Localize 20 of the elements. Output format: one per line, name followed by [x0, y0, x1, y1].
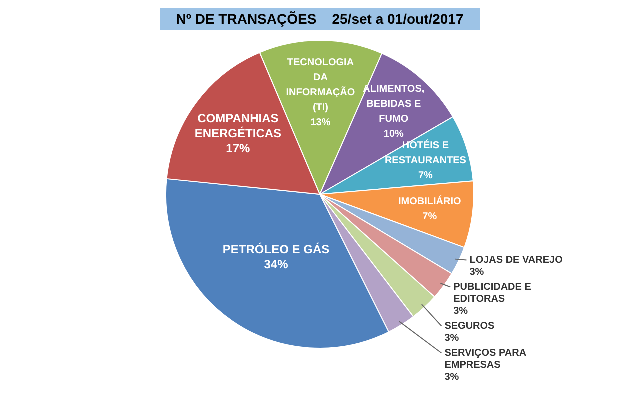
slice-label: PETRÓLEO E GÁS [222, 242, 330, 257]
data-label: 17% [226, 141, 251, 156]
slice-label: COMPANHIAS ENERGÉTICAS [194, 111, 282, 140]
data-label: 7% [422, 211, 438, 222]
slice-label: LOJAS DE VAREJO [470, 254, 564, 266]
data-label: 7% [418, 170, 434, 182]
data-label: 3% [444, 372, 460, 383]
data-label: 13% [310, 118, 331, 129]
data-label: 10% [384, 129, 404, 140]
data-label: 3% [444, 332, 460, 344]
slice-label: SEGUROS [444, 320, 496, 332]
slice-label: HOTÉIS E RESTAURANTES [384, 140, 467, 167]
data-label: 3% [454, 306, 468, 317]
chart-title: Nº DE TRANSAÇÕES 25/set a 01/out/2017 [160, 8, 480, 30]
slice-label: PUBLICIDADE E EDITORAS [454, 282, 532, 305]
data-label: 34% [264, 258, 289, 272]
slice-label: TECNOLOGIA DA INFORMAÇÃO (TI) [286, 58, 356, 114]
slice-label: SERVIÇOS PARA EMPRESAS [444, 348, 527, 371]
slice-label: IMOBILIÁRIO [398, 195, 462, 208]
data-label: 3% [470, 266, 484, 278]
